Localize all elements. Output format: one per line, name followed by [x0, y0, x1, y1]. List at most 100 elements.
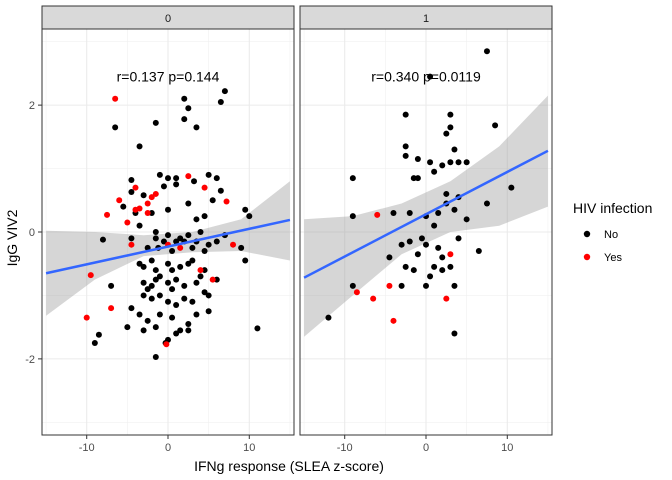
point-hiv-no — [398, 241, 405, 248]
point-hiv-no — [177, 327, 184, 334]
point-hiv-no — [431, 263, 438, 270]
point-hiv-no — [165, 260, 171, 267]
point-hiv-no — [205, 292, 212, 299]
point-hiv-no — [463, 159, 470, 166]
point-hiv-no — [152, 276, 159, 283]
point-hiv-no — [349, 175, 356, 182]
point-hiv-no — [431, 168, 438, 175]
legend-label-yes: Yes — [604, 252, 622, 264]
facet-strip-label: 1 — [423, 13, 429, 25]
point-hiv-no — [402, 143, 409, 150]
point-hiv-yes — [230, 241, 237, 248]
point-hiv-no — [242, 257, 249, 264]
point-hiv-no — [140, 263, 147, 270]
point-hiv-no — [201, 248, 208, 255]
point-hiv-no — [173, 175, 180, 182]
point-hiv-yes — [152, 190, 159, 197]
point-hiv-no — [451, 330, 458, 337]
legend-key-no — [583, 230, 591, 238]
point-hiv-yes — [108, 305, 115, 312]
point-hiv-no — [242, 206, 249, 213]
point-hiv-no — [221, 88, 228, 95]
point-hiv-yes — [197, 267, 204, 274]
point-hiv-no — [185, 320, 192, 327]
point-hiv-no — [402, 263, 409, 270]
point-hiv-no — [152, 267, 159, 274]
point-hiv-no — [197, 273, 204, 280]
point-hiv-no — [398, 282, 405, 289]
point-hiv-no — [427, 273, 434, 280]
point-hiv-no — [213, 175, 220, 182]
point-hiv-no — [165, 232, 171, 239]
point-hiv-no — [136, 260, 143, 267]
point-hiv-no — [349, 282, 356, 289]
point-hiv-no — [402, 111, 409, 118]
point-hiv-no — [169, 267, 176, 274]
point-hiv-no — [91, 340, 98, 347]
point-hiv-no — [128, 305, 135, 312]
point-hiv-no — [140, 292, 147, 299]
point-hiv-no — [156, 292, 163, 299]
point-hiv-no — [136, 311, 143, 318]
point-hiv-no — [439, 162, 446, 169]
point-hiv-no — [414, 156, 421, 163]
point-hiv-no — [185, 232, 192, 239]
point-hiv-no — [447, 159, 454, 166]
point-hiv-no — [427, 159, 434, 166]
point-hiv-no — [173, 238, 180, 245]
point-hiv-no — [173, 276, 180, 283]
point-hiv-yes — [370, 295, 377, 302]
point-hiv-no — [414, 251, 421, 258]
point-hiv-no — [169, 248, 176, 255]
point-hiv-no — [152, 229, 159, 235]
x-tick-label: 0 — [165, 442, 171, 454]
point-hiv-no — [95, 331, 102, 338]
point-hiv-yes — [185, 173, 192, 180]
point-hiv-no — [185, 105, 192, 112]
point-hiv-no — [165, 206, 171, 213]
x-tick-label: 10 — [501, 442, 513, 454]
point-hiv-no — [435, 244, 442, 251]
point-hiv-no — [152, 119, 159, 126]
point-hiv-no — [128, 189, 135, 196]
point-hiv-no — [165, 298, 171, 305]
point-hiv-no — [193, 124, 200, 131]
point-hiv-no — [140, 279, 147, 286]
regression-line — [303, 149, 549, 279]
point-hiv-yes — [390, 317, 397, 324]
point-hiv-no — [144, 286, 151, 293]
point-hiv-yes — [201, 184, 208, 191]
point-hiv-no — [152, 353, 159, 360]
point-hiv-no — [185, 260, 192, 267]
point-hiv-no — [112, 124, 119, 131]
point-hiv-no — [431, 222, 438, 229]
point-hiv-no — [483, 200, 490, 207]
point-hiv-no — [152, 324, 159, 331]
point-hiv-no — [197, 229, 204, 235]
point-hiv-no — [455, 235, 462, 242]
point-hiv-no — [455, 159, 462, 166]
point-hiv-no — [185, 327, 192, 334]
point-hiv-no — [148, 282, 155, 289]
panels-layer: 0 r=0.137 p=0.144 -10 0 10 -2 0 2 1 r=0.340 p=0.0… — [25, 5, 553, 454]
point-hiv-no — [144, 244, 151, 251]
point-hiv-no — [217, 98, 224, 105]
facet-strip-label: 0 — [165, 13, 171, 25]
point-hiv-yes — [132, 184, 139, 191]
point-hiv-no — [475, 248, 482, 255]
point-hiv-yes — [116, 197, 123, 204]
point-hiv-no — [185, 200, 192, 207]
point-hiv-no — [443, 190, 450, 197]
point-hiv-no — [156, 273, 163, 280]
point-hiv-yes — [128, 241, 135, 248]
point-hiv-no — [156, 311, 163, 318]
point-hiv-yes — [177, 244, 184, 251]
point-hiv-no — [128, 235, 135, 242]
point-hiv-no — [451, 282, 458, 289]
point-hiv-no — [120, 203, 127, 210]
point-hiv-no — [108, 282, 115, 289]
point-hiv-yes — [209, 276, 216, 283]
point-hiv-no — [193, 311, 200, 318]
points — [325, 48, 515, 337]
point-hiv-no — [439, 267, 446, 274]
